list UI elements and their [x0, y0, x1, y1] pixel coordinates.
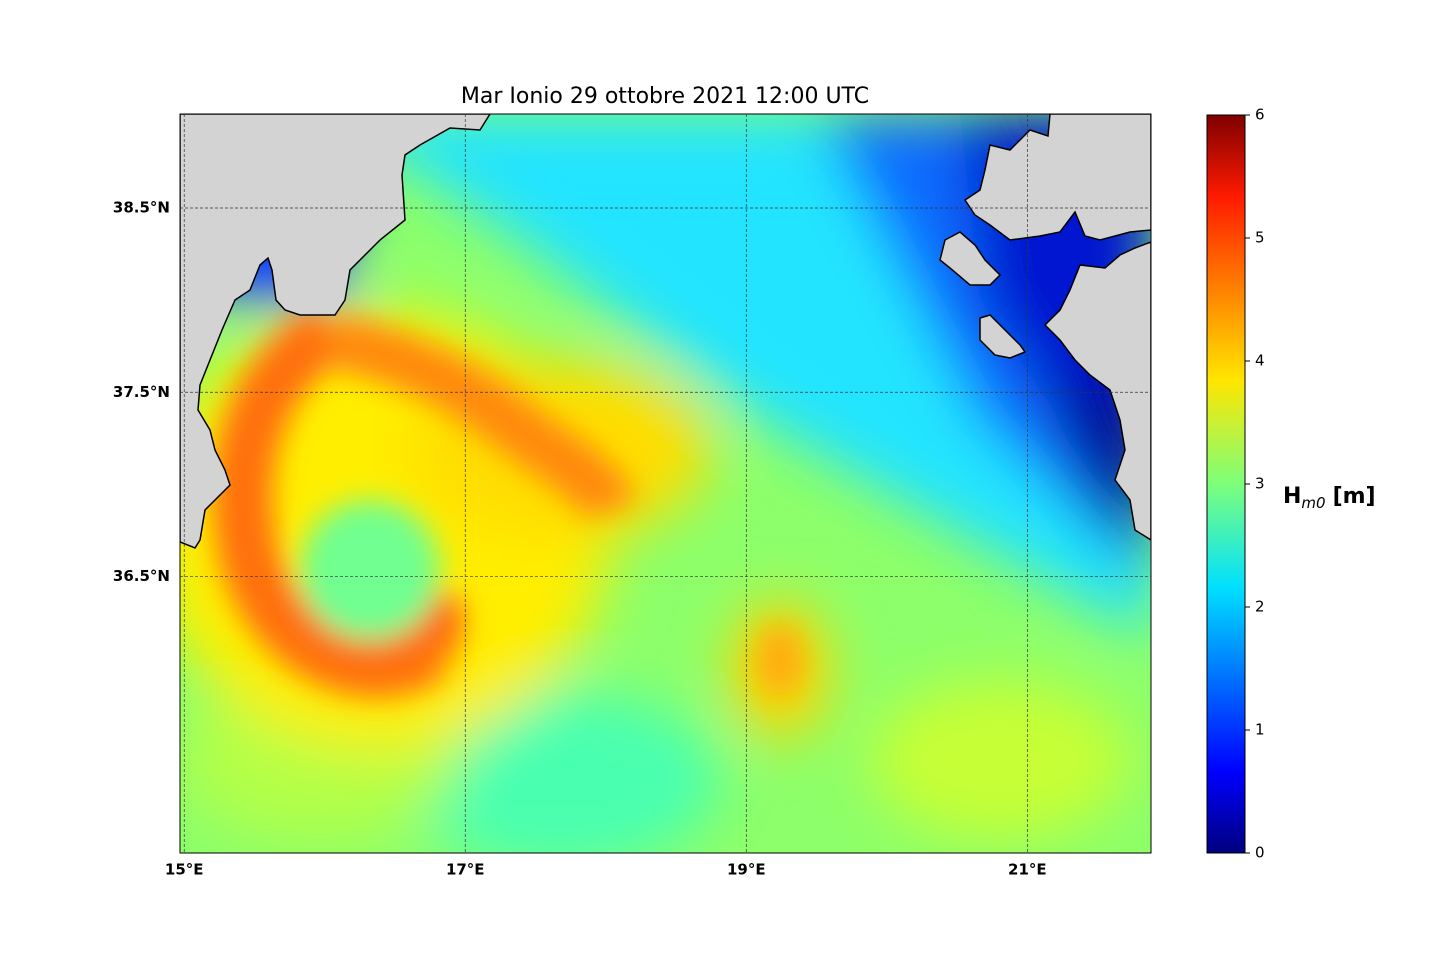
label-sub: m0 [1301, 494, 1325, 512]
label-unit: [m] [1333, 484, 1376, 509]
label-main: H [1283, 484, 1301, 509]
y-tick-label: 36.5°N [113, 567, 170, 585]
colorbar-label: Hm0 [m] [1283, 484, 1376, 512]
colorbar-tick-label: 0 [1255, 844, 1265, 862]
colorbar-tick-label: 2 [1255, 598, 1265, 616]
colorbar-tick-label: 4 [1255, 352, 1265, 370]
colorbar-tick-label: 1 [1255, 721, 1265, 739]
land [180, 114, 1151, 549]
wave-field [180, 114, 1151, 853]
x-tick-label: 19°E [727, 861, 766, 879]
map-title: Mar Ionio 29 ottobre 2021 12:00 UTC [461, 84, 869, 109]
colorbar-tick-label: 6 [1255, 106, 1265, 124]
colorbar-tick-label: 3 [1255, 475, 1265, 493]
y-tick-label: 37.5°N [113, 383, 170, 401]
y-tick-label: 38.5°N [113, 198, 170, 216]
map-frame [179, 113, 1152, 854]
colorbar-tick-label: 5 [1255, 229, 1265, 247]
x-tick-label: 17°E [446, 861, 485, 879]
x-tick-label: 15°E [165, 861, 204, 879]
x-tick-label: 21°E [1008, 861, 1047, 879]
colorbar [1206, 114, 1246, 854]
